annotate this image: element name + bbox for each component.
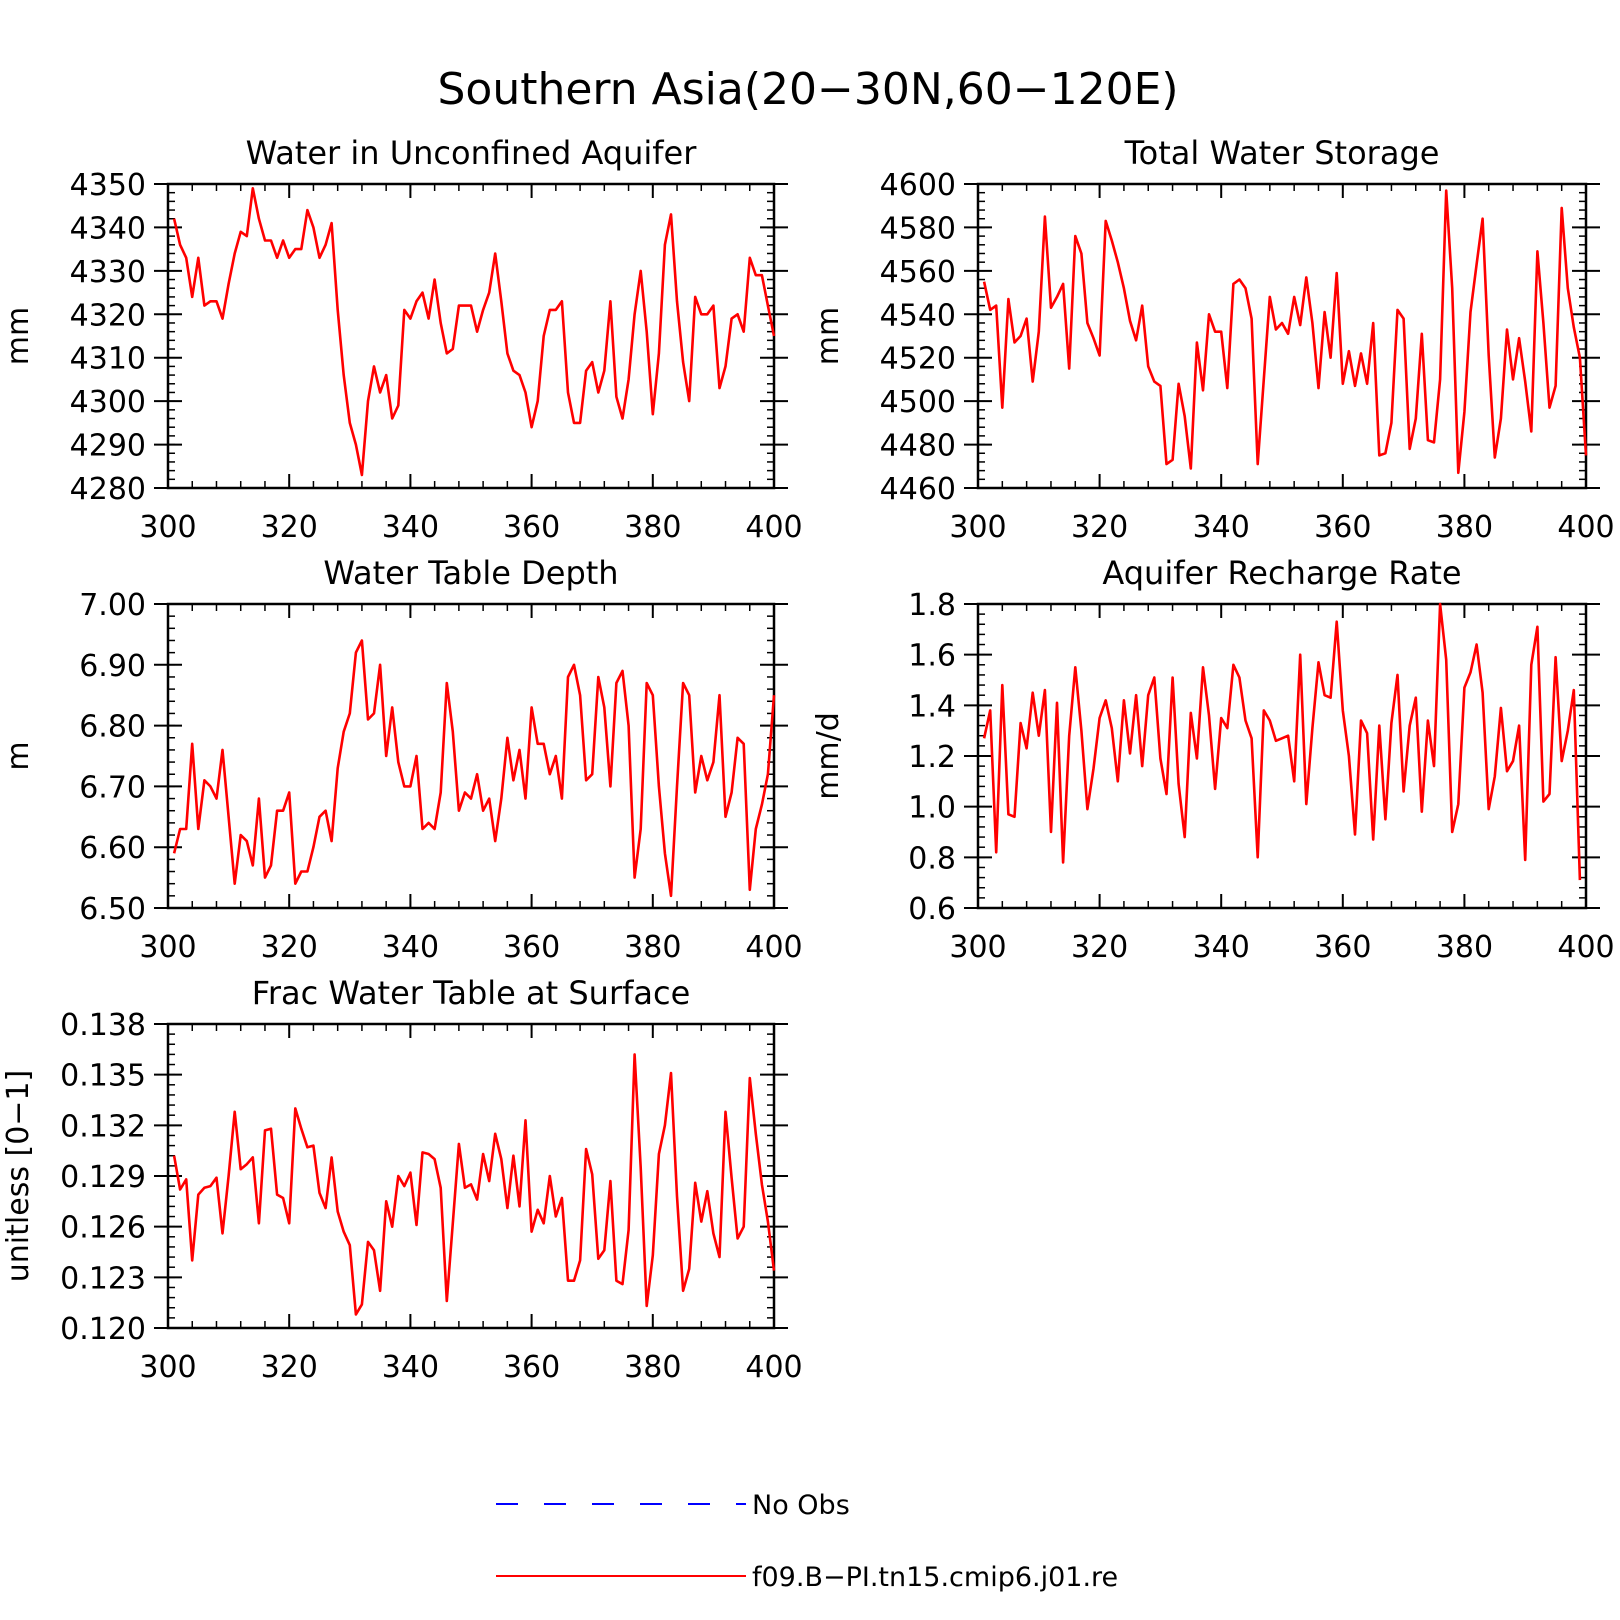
series-line	[172, 639, 776, 898]
x-tick-label: 400	[1557, 510, 1614, 545]
x-tick-label: 380	[1436, 510, 1493, 545]
y-tick-label: 4500	[880, 385, 956, 420]
x-tick-label: 320	[261, 1350, 318, 1385]
y-tick-label: 4580	[880, 211, 956, 246]
x-tick-label: 340	[382, 930, 439, 965]
y-tick-label: 0.120	[60, 1312, 146, 1347]
y-tick-label: 4340	[70, 211, 146, 246]
y-tick-label: 1.6	[908, 639, 956, 674]
y-axis-label: mm	[811, 307, 846, 365]
legend-label-no-obs: No Obs	[752, 1490, 850, 1521]
series-line	[982, 189, 1588, 475]
y-tick-label: 4480	[880, 429, 956, 464]
y-tick-label: 1.0	[908, 791, 956, 826]
x-tick-label: 400	[745, 930, 802, 965]
x-tick-label: 380	[1436, 930, 1493, 965]
x-tick-label: 320	[1071, 510, 1128, 545]
y-tick-label: 4600	[880, 168, 956, 203]
y-tick-label: 0.132	[60, 1109, 146, 1144]
x-tick-label: 380	[624, 510, 681, 545]
x-tick-label: 360	[503, 930, 560, 965]
panel-title: Water Table Depth	[323, 554, 618, 592]
x-tick-label: 340	[1193, 930, 1250, 965]
y-tick-label: 4520	[880, 342, 956, 377]
y-tick-label: 0.6	[908, 892, 956, 927]
y-tick-label: 4330	[70, 255, 146, 290]
panel-title: Aquifer Recharge Rate	[1102, 554, 1461, 592]
series-line	[172, 1053, 776, 1316]
y-tick-label: 4540	[880, 298, 956, 333]
x-tick-label: 360	[503, 1350, 560, 1385]
plot-frame	[166, 182, 776, 490]
x-tick-label: 340	[382, 1350, 439, 1385]
y-tick-label: 4310	[70, 342, 146, 377]
y-tick-label: 7.00	[79, 588, 146, 623]
x-tick-label: 300	[139, 510, 196, 545]
legend-label-model: f09.B−PI.tn15.cmip6.j01.re	[752, 1562, 1118, 1593]
panel-title: Total Water Storage	[1124, 134, 1440, 172]
plot-panel-3: Water Table Depth m 300 320 340 360 380 400 6.50…	[1, 554, 803, 965]
x-tick-label: 360	[503, 510, 560, 545]
y-axis-label: mm	[1, 307, 36, 365]
y-tick-label: 0.135	[60, 1059, 146, 1094]
y-axis-label: unitless [0−1]	[1, 1070, 36, 1282]
y-tick-label: 4350	[70, 168, 146, 203]
y-tick-label: 4300	[70, 385, 146, 420]
plot-panel-5: Frac Water Table at Surface unitless [0−1…	[1, 974, 803, 1385]
y-tick-label: 0.138	[60, 1008, 146, 1043]
y-tick-label: 0.123	[60, 1261, 146, 1296]
x-tick-label: 400	[1557, 930, 1614, 965]
plot-frame	[166, 1022, 776, 1330]
figure-title: Southern Asia(20−30N,60−120E)	[437, 64, 1178, 115]
series-line	[172, 187, 776, 477]
series-line	[982, 602, 1582, 881]
x-tick-label: 300	[949, 930, 1006, 965]
x-tick-label: 380	[624, 1350, 681, 1385]
y-tick-label: 4560	[880, 255, 956, 290]
y-tick-label: 4280	[70, 472, 146, 507]
x-tick-label: 300	[139, 1350, 196, 1385]
x-tick-label: 300	[949, 510, 1006, 545]
x-tick-label: 360	[1314, 930, 1371, 965]
x-tick-label: 320	[261, 930, 318, 965]
x-tick-label: 400	[745, 510, 802, 545]
y-tick-label: 0.8	[908, 841, 956, 876]
y-tick-label: 6.70	[79, 770, 146, 805]
x-tick-label: 320	[261, 510, 318, 545]
y-tick-label: 6.60	[79, 831, 146, 866]
y-tick-label: 0.129	[60, 1160, 146, 1195]
y-tick-label: 0.126	[60, 1211, 146, 1246]
y-axis-label: mm/d	[811, 712, 846, 800]
panel-title: Frac Water Table at Surface	[252, 974, 691, 1012]
y-tick-label: 6.80	[79, 710, 146, 745]
y-tick-label: 6.50	[79, 892, 146, 927]
y-axis-label: m	[1, 741, 36, 770]
x-tick-label: 300	[139, 930, 196, 965]
y-tick-label: 4320	[70, 298, 146, 333]
y-tick-label: 1.8	[908, 588, 956, 623]
plot-panel-1: Water in Unconfined Aquifer mm 300 320 340 36…	[1, 134, 803, 545]
x-tick-label: 320	[1071, 930, 1128, 965]
y-tick-label: 6.90	[79, 649, 146, 684]
plot-frame	[166, 602, 776, 910]
plot-panel-4: Aquifer Recharge Rate mm/d 300 320 340 360 380…	[811, 554, 1615, 965]
panel-title: Water in Unconfined Aquifer	[246, 134, 698, 172]
x-tick-label: 380	[624, 930, 681, 965]
plots-layer: Water in Unconfined Aquifer mm 300 320 340 36…	[1, 134, 1615, 1385]
y-tick-label: 1.2	[908, 740, 956, 775]
x-tick-label: 340	[382, 510, 439, 545]
x-tick-label: 360	[1314, 510, 1371, 545]
y-tick-label: 1.4	[908, 689, 956, 724]
legend: No Obs f09.B−PI.tn15.cmip6.j01.re	[496, 1490, 1118, 1593]
y-tick-label: 4290	[70, 429, 146, 464]
plot-frame	[976, 182, 1588, 490]
x-tick-label: 340	[1193, 510, 1250, 545]
plot-frame	[976, 602, 1588, 910]
plot-panel-2: Total Water Storage mm 300 320 340 360 380 400 4…	[811, 134, 1615, 545]
y-tick-label: 4460	[880, 472, 956, 507]
x-tick-label: 400	[745, 1350, 802, 1385]
